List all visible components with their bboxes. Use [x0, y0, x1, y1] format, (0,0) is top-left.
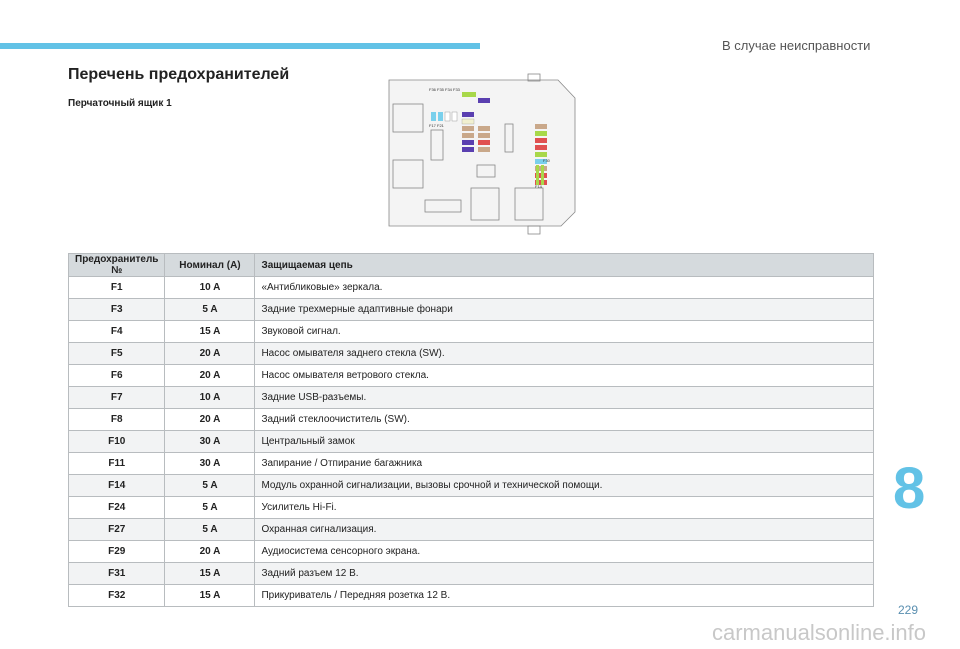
table-row: F11 30 A Запирание / Отпирание багажника [67, 452, 874, 475]
table-cell: F24 [67, 496, 166, 519]
table-cell: F32 [67, 584, 166, 607]
table-row: F14 5 A Модуль охранной сигнализации, вызо… [67, 474, 874, 497]
table-cell: Прикуриватель / Передняя розетка 12 В. [254, 584, 874, 607]
table-body: F1 10 A «Антибликовые» зеркала. F3 5 A Задние… [67, 276, 874, 607]
table-row: F6 20 A Насос омывателя ветрового стекла. [67, 364, 874, 387]
diagram-label: F30 [543, 158, 551, 163]
table-cell: F3 [67, 298, 166, 321]
table-cell: Усилитель Hi-Fi. [254, 496, 874, 519]
table-cell: F14 [67, 474, 166, 497]
connector [392, 103, 424, 133]
table-row: F29 20 A Аудиосистема сенсорного экрана. [67, 540, 874, 563]
relay [476, 164, 496, 178]
table-cell: F8 [67, 408, 166, 431]
table-cell: Насос омывателя заднего стекла (SW). [254, 342, 874, 365]
table-cell: 15 A [164, 584, 256, 607]
table-cell: F5 [67, 342, 166, 365]
table-cell: 10 A [164, 276, 256, 299]
table-cell: F31 [67, 562, 166, 585]
section-title: В случае неисправности [722, 38, 871, 53]
table-cell: 5 A [164, 474, 256, 497]
diagram-label: F14 [535, 184, 543, 189]
table-cell: Центральный замок [254, 430, 874, 453]
fuse-box-diagram: F36 F35 F34 F33 F17 F21 F30 F14 [388, 73, 576, 235]
table-row: F31 15 A Задний разъем 12 В. [67, 562, 874, 585]
table-row: F4 15 A Звуковой сигнал. [67, 320, 874, 343]
chapter-number: 8 [893, 456, 926, 521]
table-cell: Задний разъем 12 В. [254, 562, 874, 585]
table-cell: F10 [67, 430, 166, 453]
table-cell: 20 A [164, 342, 256, 365]
table-cell: 20 A [164, 364, 256, 387]
table-cell: Запирание / Отпирание багажника [254, 452, 874, 475]
table-cell: 15 A [164, 320, 256, 343]
table-row: F32 15 A Прикуриватель / Передняя розетка … [67, 584, 874, 607]
table-cell: 5 A [164, 496, 256, 519]
connector [514, 187, 544, 221]
table-cell: F27 [67, 518, 166, 541]
table-cell: 5 A [164, 518, 256, 541]
relay [504, 123, 514, 153]
table-cell: 20 A [164, 540, 256, 563]
clip [527, 73, 541, 82]
table-cell: F1 [67, 276, 166, 299]
connector [470, 187, 500, 221]
diagram-label: F17 F21 [429, 123, 445, 128]
table-row: F8 20 A Задний стеклоочиститель (SW). [67, 408, 874, 431]
table-cell: 20 A [164, 408, 256, 431]
table-cell: Звуковой сигнал. [254, 320, 874, 343]
table-cell: Аудиосистема сенсорного экрана. [254, 540, 874, 563]
table-cell: «Антибликовые» зеркала. [254, 276, 874, 299]
table-cell: Задние USB-разъемы. [254, 386, 874, 409]
table-row: F7 10 A Задние USB-разъемы. [67, 386, 874, 409]
top-bar [0, 43, 480, 49]
table-row: F27 5 A Охранная сигнализация. [67, 518, 874, 541]
table-cell: F29 [67, 540, 166, 563]
connector [392, 159, 424, 189]
column-header: Защищаемая цепь [254, 253, 874, 277]
table-cell: F7 [67, 386, 166, 409]
clip [527, 225, 541, 235]
table-cell: 5 A [164, 298, 256, 321]
table-cell: 10 A [164, 386, 256, 409]
fuse-table: Предохранитель № Номинал (A) Защищаемая це… [67, 253, 874, 607]
diagram-label: F36 F35 F34 F33 [429, 87, 461, 92]
table-row: F3 5 A Задние трехмерные адаптивные фонари [67, 298, 874, 321]
table-cell: Охранная сигнализация. [254, 518, 874, 541]
table-cell: Задний стеклоочиститель (SW). [254, 408, 874, 431]
table-row: F24 5 A Усилитель Hi-Fi. [67, 496, 874, 519]
table-row: F1 10 A «Антибликовые» зеркала. [67, 276, 874, 299]
page-title: Перечень предохранителей [68, 66, 290, 83]
subtitle: Перчаточный ящик 1 [68, 98, 172, 109]
table-cell: 30 A [164, 452, 256, 475]
column-header: Номинал (A) [164, 253, 256, 277]
table-cell: Задние трехмерные адаптивные фонари [254, 298, 874, 321]
fuse-grid [431, 92, 547, 185]
table-header: Предохранитель № Номинал (A) Защищаемая це… [67, 253, 874, 277]
page-number: 229 [898, 603, 919, 617]
watermark: carmanualsonline.info [712, 620, 927, 645]
table-cell: Модуль охранной сигнализации, вызовы сро… [254, 474, 874, 497]
table-cell: F6 [67, 364, 166, 387]
table-row: F10 30 A Центральный замок [67, 430, 874, 453]
table-cell: F11 [67, 452, 166, 475]
column-header: Предохранитель № [67, 253, 166, 277]
table-row: F5 20 A Насос омывателя заднего стекла (SW… [67, 342, 874, 365]
relay [430, 129, 444, 161]
table-cell: F4 [67, 320, 166, 343]
connector [424, 199, 462, 213]
table-cell: 15 A [164, 562, 256, 585]
table-cell: Насос омывателя ветрового стекла. [254, 364, 874, 387]
table-cell: 30 A [164, 430, 256, 453]
